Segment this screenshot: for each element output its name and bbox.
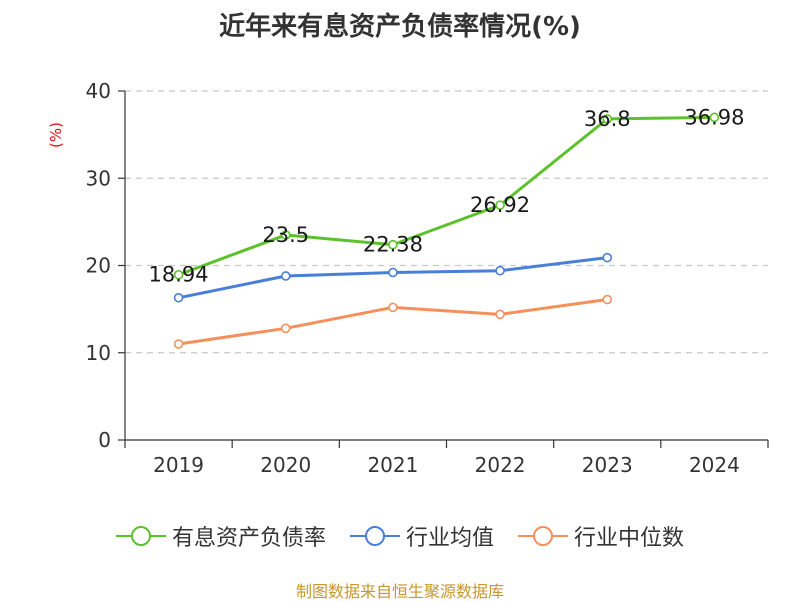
x-tick-label: 2024 <box>689 453 740 477</box>
data-label: 26.92 <box>470 193 530 217</box>
chart-title: 近年来有息资产负债率情况(%) <box>219 12 581 42</box>
data-point-1 <box>173 292 184 303</box>
series-line-0 <box>178 115 715 277</box>
data-point-1 <box>602 252 613 263</box>
data-point-0 <box>173 269 184 280</box>
series-line-1 <box>178 256 608 300</box>
legend-item-industry-median[interactable]: 行业中位数 <box>518 520 684 552</box>
legend-label-industry-mean: 行业均值 <box>405 526 494 551</box>
data-point-2 <box>388 302 398 313</box>
data-label: 23.5 <box>262 223 309 247</box>
data-point-0 <box>388 239 398 250</box>
legend-item-industry-mean[interactable]: 行业均值 <box>349 520 494 552</box>
y-tick-label: 20 <box>86 254 111 278</box>
x-tick-label: 2022 <box>475 453 526 477</box>
data-label: 36.8 <box>584 107 631 131</box>
data-label: 36.98 <box>684 105 744 129</box>
data-source-note: 制图数据来自恒生聚源数据库 <box>295 582 504 601</box>
data-point-2 <box>495 309 505 320</box>
legend-marker-interest-debt-ratio <box>115 526 166 546</box>
y-tick-label: 30 <box>86 166 111 190</box>
y-tick-label: 0 <box>98 428 111 452</box>
data-point-0 <box>280 230 291 240</box>
legend-label-interest-debt-ratio: 有息资产负债率 <box>171 526 326 551</box>
x-tick-label: 2019 <box>153 453 204 477</box>
data-point-0 <box>602 114 613 124</box>
data-point-1 <box>280 271 291 281</box>
data-point-1 <box>388 267 398 278</box>
legend: 有息资产负债率 行业均值 行业中位数 <box>0 520 800 552</box>
data-point-0 <box>495 200 505 210</box>
legend-label-industry-median: 行业中位数 <box>574 526 685 551</box>
data-point-2 <box>602 294 613 305</box>
y-tick-label: 10 <box>86 341 111 365</box>
data-point-2 <box>280 323 291 334</box>
legend-marker-industry-mean <box>349 526 400 546</box>
data-point-0 <box>709 112 720 123</box>
data-point-2 <box>173 339 184 349</box>
data-label: 22.38 <box>363 233 423 257</box>
data-point-1 <box>495 265 505 276</box>
data-label: 18.94 <box>149 263 209 287</box>
y-tick-label: 40 <box>86 79 111 103</box>
legend-item-interest-debt-ratio[interactable]: 有息资产负债率 <box>115 520 326 552</box>
x-tick-label: 2020 <box>260 453 311 477</box>
x-tick-label: 2023 <box>582 453 633 477</box>
x-tick-label: 2021 <box>367 453 418 477</box>
legend-marker-industry-median <box>518 526 568 546</box>
